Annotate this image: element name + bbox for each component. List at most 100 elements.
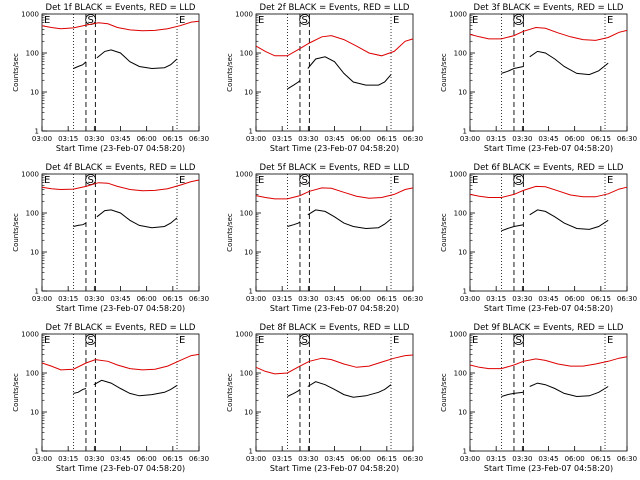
x-tick-label: 03:45 <box>110 455 130 463</box>
events-series <box>287 79 301 90</box>
x-tick-label: 03:45 <box>324 455 344 463</box>
eclipse-marker: E <box>258 335 264 346</box>
start-marker-circle <box>513 334 525 345</box>
events-series <box>529 50 609 76</box>
x-tick-label: 06:00 <box>351 135 371 143</box>
x-tick-label: 06:00 <box>137 295 157 303</box>
y-tick-label: 1000 <box>21 11 39 19</box>
eclipse-marker: E <box>179 335 185 346</box>
y-axis-label: Counts/sec <box>226 213 234 252</box>
x-tick-label: 03:30 <box>512 455 532 463</box>
lld-series <box>469 185 628 198</box>
panel-title: Det 5f BLACK = Events, RED = LLD <box>260 163 410 173</box>
x-tick-label: 03:45 <box>324 135 344 143</box>
events-series <box>307 56 392 86</box>
x-tick-label: 03:45 <box>110 135 130 143</box>
y-tick-label: 1000 <box>449 331 467 339</box>
eclipse-marker: E <box>472 15 478 26</box>
eclipse-marker: E <box>179 15 185 26</box>
plot-frame <box>41 13 200 132</box>
events-series <box>529 209 609 230</box>
x-tick-label: 03:00 <box>32 295 52 303</box>
y-tick-label: 100 <box>26 370 39 378</box>
panel-title: Det 9f BLACK = Events, RED = LLD <box>474 323 624 333</box>
panel-title: Det 3f BLACK = Events, RED = LLD <box>474 3 624 13</box>
x-tick-label: 03:15 <box>486 135 506 143</box>
x-tick-label: 06:30 <box>403 455 423 463</box>
x-tick-label: 03:15 <box>272 455 292 463</box>
x-tick-label: 03:30 <box>298 455 318 463</box>
y-tick-label: 1000 <box>21 171 39 179</box>
panel-title: Det 4f BLACK = Events, RED = LLD <box>46 163 196 173</box>
x-tick-label: 06:30 <box>189 455 209 463</box>
start-marker-circle <box>85 334 97 345</box>
plot-frame <box>469 13 628 132</box>
x-tick-label: 06:30 <box>189 295 209 303</box>
x-tick-label: 06:30 <box>403 135 423 143</box>
x-tick-label: 06:30 <box>617 135 637 143</box>
x-tick-label: 06:30 <box>403 295 423 303</box>
y-tick-label: 100 <box>454 370 467 378</box>
lld-series <box>255 354 414 375</box>
y-axis-label: Counts/sec <box>226 53 234 92</box>
plot-frame <box>255 333 414 452</box>
y-tick-label: 100 <box>240 50 253 58</box>
x-tick-label: 06:00 <box>565 455 585 463</box>
x-tick-label: 03:45 <box>538 455 558 463</box>
x-tick-label: 06:15 <box>591 455 611 463</box>
lld-series <box>41 179 200 192</box>
y-tick-label: 10 <box>30 409 39 417</box>
x-axis-label: Start Time (23-Feb-07 04:58:20) <box>56 144 185 153</box>
x-tick-label: 03:30 <box>84 135 104 143</box>
x-tick-label: 03:00 <box>460 455 480 463</box>
y-tick-label: 1000 <box>235 331 253 339</box>
events-series <box>501 66 524 74</box>
x-tick-label: 03:30 <box>298 135 318 143</box>
x-tick-label: 06:00 <box>351 455 371 463</box>
x-tick-label: 06:15 <box>591 135 611 143</box>
start-marker: S <box>301 15 307 26</box>
y-tick-label: 10 <box>244 409 253 417</box>
y-axis-label: Counts/sec <box>12 213 20 252</box>
x-axis-label: Start Time (23-Feb-07 04:58:20) <box>484 304 613 313</box>
y-tick-label: 1000 <box>235 11 253 19</box>
x-tick-label: 03:00 <box>246 135 266 143</box>
x-axis-label: Start Time (23-Feb-07 04:58:20) <box>484 144 613 153</box>
start-marker: S <box>87 335 93 346</box>
x-tick-label: 03:15 <box>486 455 506 463</box>
x-axis-label: Start Time (23-Feb-07 04:58:20) <box>484 464 613 473</box>
y-tick-label: 1 <box>35 128 39 136</box>
y-tick-label: 1 <box>463 128 467 136</box>
y-tick-label: 10 <box>30 89 39 97</box>
x-tick-label: 03:15 <box>272 135 292 143</box>
x-tick-label: 03:15 <box>272 295 292 303</box>
y-tick-label: 10 <box>458 89 467 97</box>
y-axis-label: Counts/sec <box>12 53 20 92</box>
events-series <box>307 209 392 230</box>
panel-title: Det 8f BLACK = Events, RED = LLD <box>260 323 410 333</box>
y-tick-label: 1000 <box>449 11 467 19</box>
y-tick-label: 100 <box>26 210 39 218</box>
plot-frame <box>255 173 414 292</box>
eclipse-marker: E <box>393 175 399 186</box>
x-tick-label: 03:15 <box>486 295 506 303</box>
plot-frame <box>255 13 414 132</box>
events-series <box>93 379 178 397</box>
x-axis-label: Start Time (23-Feb-07 04:58:20) <box>270 304 399 313</box>
y-tick-label: 1000 <box>449 171 467 179</box>
x-tick-label: 06:00 <box>565 295 585 303</box>
x-tick-label: 06:15 <box>163 135 183 143</box>
y-axis-label: Counts/sec <box>440 373 448 412</box>
x-tick-label: 06:15 <box>377 295 397 303</box>
y-tick-label: 1 <box>249 128 253 136</box>
start-marker: S <box>87 15 93 26</box>
start-marker: S <box>301 335 307 346</box>
x-tick-label: 03:30 <box>298 295 318 303</box>
y-tick-label: 1 <box>35 448 39 456</box>
x-tick-label: 06:30 <box>617 295 637 303</box>
x-axis-label: Start Time (23-Feb-07 04:58:20) <box>56 304 185 313</box>
eclipse-marker: E <box>472 175 478 186</box>
y-axis-label: Counts/sec <box>226 373 234 412</box>
x-tick-label: 03:45 <box>324 295 344 303</box>
eclipse-marker: E <box>44 335 50 346</box>
